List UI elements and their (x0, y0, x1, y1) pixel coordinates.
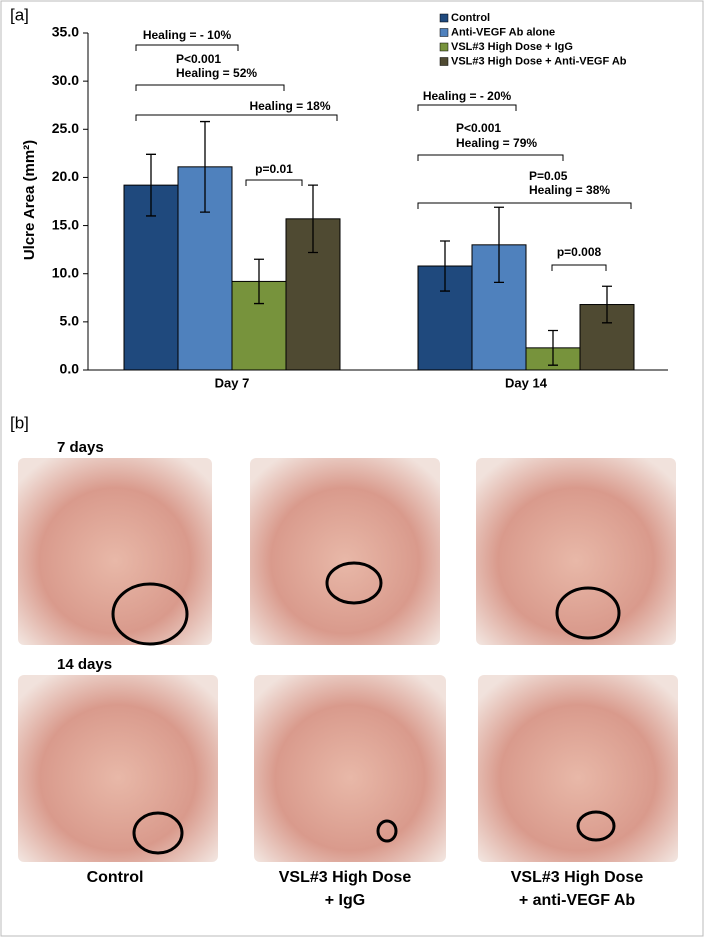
column-label: Control (87, 869, 144, 886)
y-tick-label: 15.0 (52, 216, 79, 232)
panel-label: [a] (10, 5, 29, 24)
error-bar (548, 329, 558, 366)
panel-label: [b] (10, 413, 29, 432)
legend-label: Control (451, 12, 490, 24)
error-bar (440, 240, 450, 292)
y-tick-label: 25.0 (52, 120, 79, 136)
significance-bracket (417, 104, 517, 111)
photo (18, 458, 212, 645)
ulcer-circle (132, 811, 184, 855)
photo (478, 675, 678, 862)
error-bar (254, 258, 264, 305)
y-tick-label: 30.0 (52, 72, 79, 88)
y-tick-label: 20.0 (52, 168, 79, 184)
significance-bracket (245, 179, 303, 186)
significance-bracket (417, 202, 632, 209)
y-tick-label: 5.0 (60, 313, 80, 329)
legend-label: VSL#3 High Dose + IgG (451, 41, 573, 53)
photos (18, 458, 678, 862)
y-tick-label: 10.0 (52, 264, 79, 280)
annotation: Healing = - 10% (143, 28, 232, 42)
x-tick-label: Day 7 (215, 375, 250, 390)
error-bar (308, 184, 318, 254)
y-axis-label: Ulcre Area (mm²) (21, 140, 38, 260)
y-tick-label: 35.0 (52, 24, 79, 40)
significance-bracket (417, 154, 564, 161)
x-tick-label: Day 14 (505, 375, 548, 390)
annotation: Healing = 38% (529, 183, 610, 197)
ulcer-circle (576, 810, 616, 842)
ulcer-circle (111, 582, 189, 646)
ulcer-circle (555, 586, 621, 640)
row-label: 7 days (57, 439, 104, 456)
annotation: P<0.001 (456, 121, 501, 135)
photo (254, 675, 446, 862)
annotation: Healing = 18% (249, 99, 330, 113)
annotation: Healing = 79% (456, 136, 537, 150)
legend-swatch (439, 57, 449, 66)
significance-bracket (135, 44, 239, 51)
column-label: VSL#3 High Dose (279, 869, 412, 886)
column-label: + anti-VEGF Ab (519, 892, 636, 909)
significance-bracket (551, 264, 607, 271)
legend-swatch (439, 28, 449, 37)
error-bar (602, 285, 612, 324)
ulcer-circle (376, 819, 398, 843)
annotation: P<0.001 (176, 52, 221, 66)
column-label: + IgG (325, 892, 365, 909)
row-label: 14 days (57, 656, 112, 673)
column-label: VSL#3 High Dose (511, 869, 644, 886)
legend-swatch (439, 42, 449, 52)
significance-bracket (135, 84, 285, 91)
ulcer-circle (325, 561, 383, 605)
legend-label: VSL#3 High Dose + Anti-VEGF Ab (451, 55, 627, 67)
annotation: P=0.05 (529, 169, 568, 183)
y-tick-label: 0.0 (60, 361, 80, 377)
annotation: p=0.01 (255, 162, 293, 176)
legend-label: Anti-VEGF Ab alone (451, 26, 555, 38)
bar (579, 304, 635, 371)
photo (18, 675, 218, 862)
photo (476, 458, 676, 645)
annotation: p=0.008 (557, 245, 602, 259)
error-bar (494, 206, 504, 284)
significance-bracket (135, 114, 338, 121)
annotation: Healing = 52% (176, 66, 257, 80)
error-bar (200, 120, 210, 213)
annotation: Healing = - 20% (423, 89, 512, 103)
error-bar (146, 153, 156, 217)
photo (250, 458, 440, 645)
legend-swatch (439, 13, 449, 23)
